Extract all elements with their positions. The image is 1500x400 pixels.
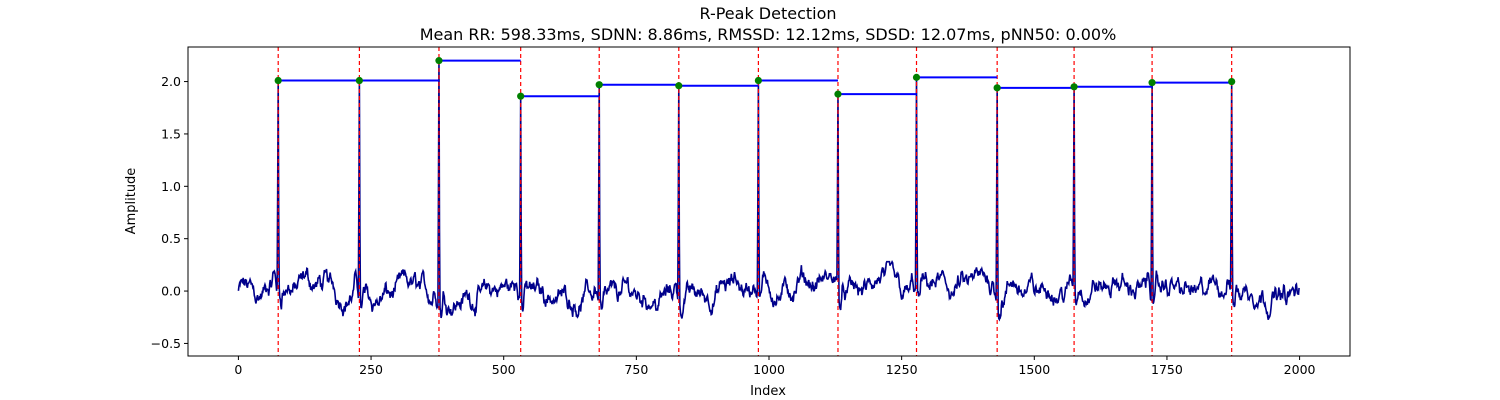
y-tick-label: 2.0: [161, 74, 181, 89]
y-tick-label: 1.5: [161, 126, 181, 141]
x-tick-label: 1500: [1018, 362, 1050, 377]
x-tick-label: 2000: [1284, 362, 1316, 377]
chart-subtitle: Mean RR: 598.33ms, SDNN: 8.86ms, RMSSD: …: [420, 25, 1117, 44]
peak-marker-6: [675, 82, 683, 90]
peak-marker-11: [1070, 83, 1078, 91]
x-tick-label: 750: [624, 362, 648, 377]
y-tick-label: 0.0: [161, 284, 181, 299]
peak-marker-8: [834, 90, 842, 98]
x-tick-label: 1250: [886, 362, 918, 377]
x-tick-label: 500: [492, 362, 516, 377]
peak-marker-2: [355, 76, 363, 85]
x-tick-label: 1000: [753, 362, 785, 377]
peak-marker-10: [993, 84, 1001, 92]
x-tick-label: 0: [234, 362, 242, 377]
x-tick-label: 1750: [1151, 362, 1183, 377]
peak-marker-1: [274, 76, 282, 85]
x-tick-label: 250: [359, 362, 383, 377]
peak-marker-3: [435, 57, 443, 65]
peak-marker-12: [1148, 79, 1156, 87]
y-tick-label: −0.5: [151, 336, 181, 351]
y-axis-label: Amplitude: [124, 168, 139, 235]
plot-area: [237, 47, 1300, 356]
peak-marker-7: [754, 76, 762, 85]
peak-marker-4: [517, 92, 525, 100]
peak-marker-5: [595, 81, 603, 89]
peak-marker-13: [1228, 77, 1236, 86]
y-tick-label: 0.5: [161, 231, 181, 246]
x-axis: 0 250 500 750 1000 1250 1500 1750 2000: [234, 356, 1316, 377]
y-axis: −0.5 0.0 0.5 1.0 1.5 2.0: [151, 74, 188, 351]
x-axis-label: Index: [750, 384, 786, 399]
peak-marker-9: [912, 73, 921, 81]
y-tick-label: 1.0: [161, 179, 181, 194]
chart-title: R-Peak Detection: [699, 4, 836, 23]
ecg-signal-line: [237, 60, 1300, 322]
